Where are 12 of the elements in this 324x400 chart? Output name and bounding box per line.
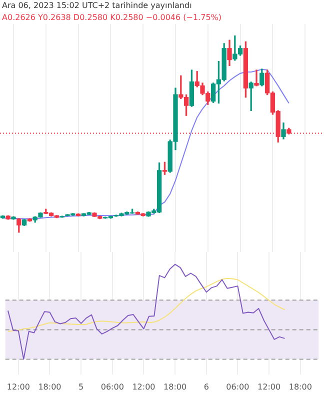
- x-tick-label: 12:00: [132, 382, 156, 392]
- x-tick-label: 18:00: [38, 382, 62, 392]
- text: Ara 06, 2023 15:02 UTC+2 tarihinde yayınlandı: [1, 0, 193, 12]
- x-tick-label: 06:00: [100, 382, 124, 392]
- x-tick-label: 5: [78, 382, 84, 392]
- x-tick-label: 12:00: [258, 382, 281, 392]
- x-tick-label: 06:00: [226, 382, 250, 392]
- x-tick-label: 18:00: [164, 382, 187, 392]
- x-tick-label: 6: [204, 382, 209, 392]
- x-tick-label: 12:00: [6, 382, 30, 392]
- text: A0.2626 Y0.2638 D0.2580 K0.2580 −0.0046 (−1.75%): [1, 12, 223, 24]
- x-tick-label: 18:00: [288, 382, 312, 392]
